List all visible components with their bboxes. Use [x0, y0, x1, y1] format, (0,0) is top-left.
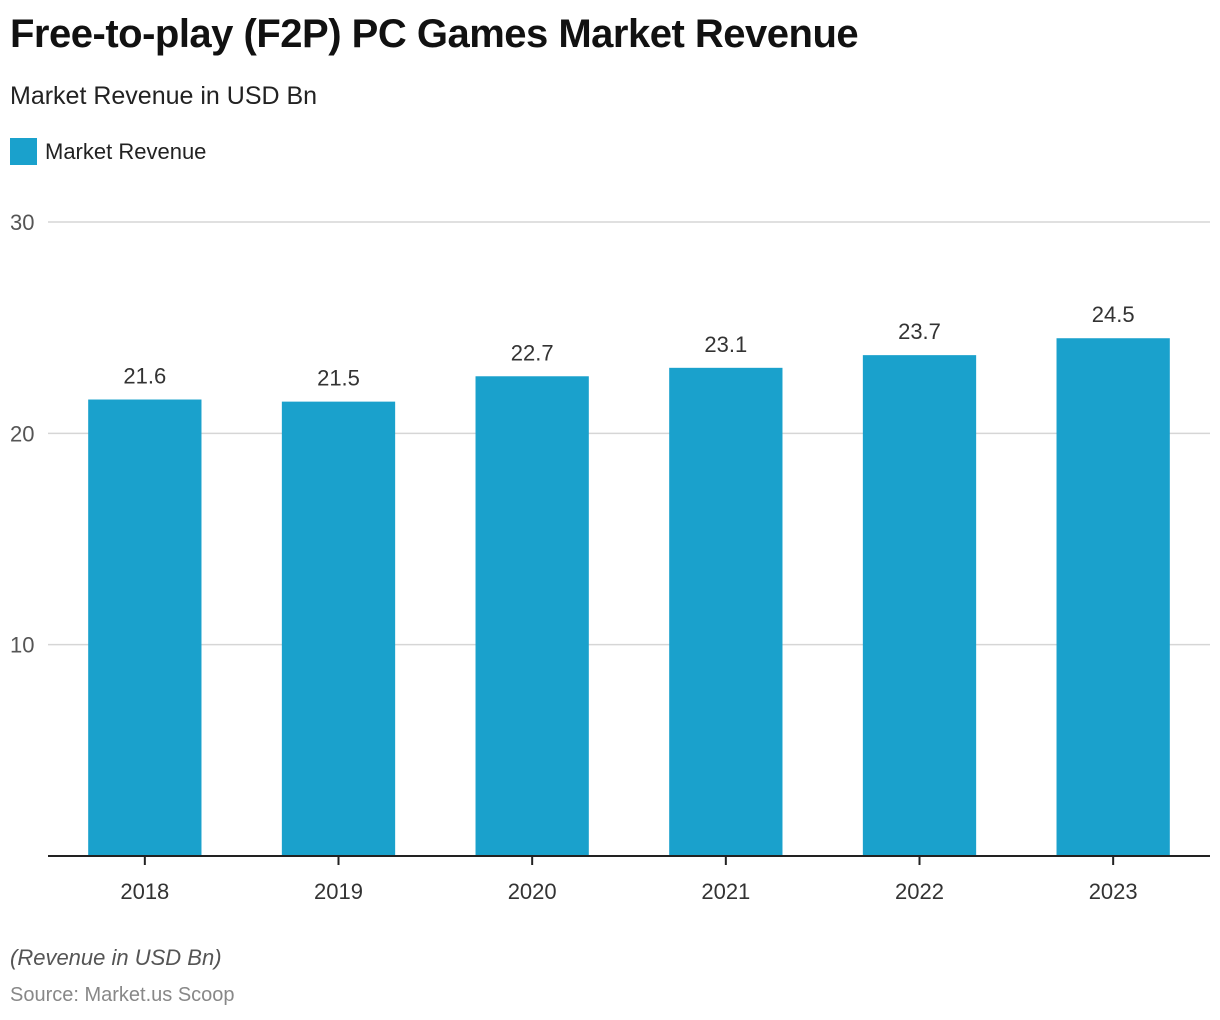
footnote: (Revenue in USD Bn)	[10, 945, 222, 970]
bar	[475, 376, 589, 856]
bar	[669, 367, 783, 856]
data-label: 23.7	[898, 319, 941, 344]
data-label: 21.5	[317, 366, 360, 391]
bar	[281, 401, 396, 856]
data-label: 21.6	[123, 364, 166, 389]
y-tick-label: 20	[10, 421, 34, 446]
bar	[88, 399, 202, 856]
legend-swatch	[10, 138, 37, 165]
bar	[1056, 338, 1170, 856]
bar	[862, 355, 977, 856]
x-tick-label: 2018	[120, 879, 169, 904]
legend-label: Market Revenue	[45, 138, 207, 164]
x-tick-label: 2023	[1089, 879, 1138, 904]
x-axis: 2018 2019 2020 2021 2022 2023	[48, 855, 1210, 904]
source-note: Source: Market.us Scoop	[10, 984, 235, 1006]
data-labels: 21.6 21.5 22.7 23.1 23.7 24.5	[123, 302, 1134, 390]
gridlines	[48, 221, 1210, 646]
data-label: 24.5	[1092, 302, 1135, 327]
x-tick-label: 2021	[701, 879, 750, 904]
y-tick-label: 10	[10, 633, 34, 658]
chart-subtitle: Market Revenue in USD Bn	[10, 82, 318, 110]
x-tick-label: 2019	[314, 879, 363, 904]
x-tick-label: 2020	[508, 879, 557, 904]
chart-title: Free-to-play (F2P) PC Games Market Reven…	[10, 12, 859, 56]
data-label: 23.1	[704, 332, 747, 357]
y-axis-ticks: 10 20 30	[10, 210, 34, 658]
y-tick-label: 30	[10, 210, 34, 235]
x-tick-label: 2022	[895, 879, 944, 904]
legend: Market Revenue	[10, 138, 206, 165]
data-label: 22.7	[511, 340, 554, 365]
bars	[88, 338, 1170, 856]
